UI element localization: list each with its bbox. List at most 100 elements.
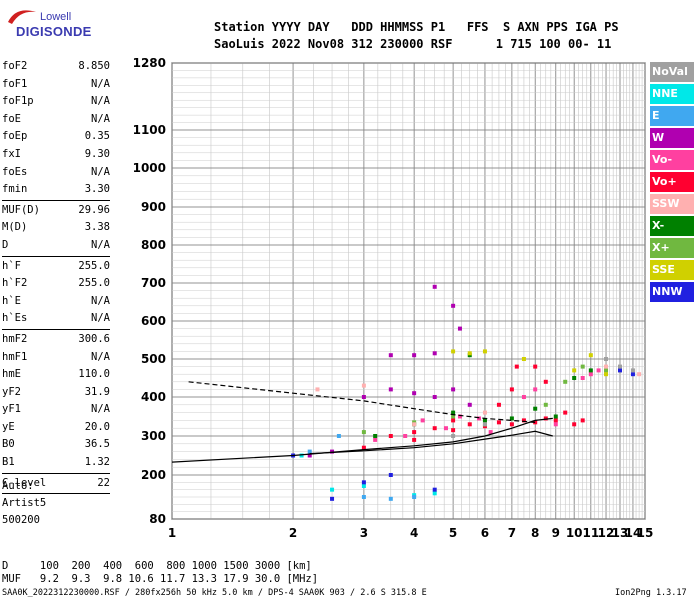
param-value: N/A xyxy=(91,312,110,325)
scatter-point xyxy=(543,402,548,407)
param-value: 20.0 xyxy=(84,420,110,433)
scatter-point xyxy=(388,496,393,501)
x-tick-label: 5 xyxy=(449,526,457,540)
scatter-point xyxy=(443,426,448,431)
scatter-point xyxy=(467,351,472,356)
scatter-point xyxy=(457,414,462,419)
param-value: N/A xyxy=(91,403,110,416)
scatter-point xyxy=(412,437,417,442)
param-separator xyxy=(2,255,110,257)
auto-artist: Artist5 xyxy=(2,497,47,509)
param-value: 0.35 xyxy=(84,130,110,143)
scatter-point xyxy=(588,353,593,358)
scatter-point xyxy=(496,420,501,425)
scatter-point xyxy=(388,387,393,392)
param-name: yE xyxy=(2,420,15,433)
x-tick-label: 14 xyxy=(625,526,642,540)
scatter-point xyxy=(533,364,538,369)
param-name: fmin xyxy=(2,183,28,196)
scatter-point xyxy=(618,368,623,373)
scatter-point xyxy=(482,418,487,423)
y-tick-label: 80 xyxy=(149,512,166,526)
scatter-point xyxy=(580,418,585,423)
parameter-table: foF2 8.850 foF1 N/A foF1p N/A foE N/A foEp 0.35 fx… xyxy=(2,58,110,495)
scatter-point xyxy=(580,376,585,380)
param-name: foE xyxy=(2,112,21,125)
scatter-point xyxy=(630,372,635,377)
scatter-point xyxy=(533,420,538,425)
scatter-point xyxy=(604,368,609,373)
scatter-point xyxy=(451,303,456,308)
param-row: foEs N/A xyxy=(2,164,110,182)
logo-product: DIGISONDE xyxy=(16,24,92,39)
scatter-point xyxy=(412,353,417,358)
param-value: 36.5 xyxy=(84,438,110,451)
param-name: h`F2 xyxy=(2,277,28,290)
x-tick-label: 7 xyxy=(508,526,516,540)
scatter-point xyxy=(412,430,417,435)
scatter-point xyxy=(509,422,514,427)
scatter-point xyxy=(451,410,456,415)
legend-item: Vo+ xyxy=(650,172,694,192)
y-tick-label: 900 xyxy=(141,200,166,214)
scatter-point xyxy=(496,402,501,407)
footer-muf-line: MUF 9.2 9.3 9.8 10.6 11.7 13.3 17.9 30.0… xyxy=(2,573,319,585)
scatter-point xyxy=(563,379,568,384)
param-row: h`E N/A xyxy=(2,293,110,311)
param-row: yF1 N/A xyxy=(2,401,110,419)
param-name: hmF2 xyxy=(2,332,28,345)
param-name: h`E xyxy=(2,294,21,307)
scatter-point xyxy=(572,376,577,380)
trace-line xyxy=(309,430,553,455)
x-tick-label: 2 xyxy=(289,526,297,540)
y-tick-label: 1000 xyxy=(133,161,166,175)
scatter-point xyxy=(543,379,548,384)
scatter-point xyxy=(572,422,577,427)
param-name: hmE xyxy=(2,368,21,381)
scatter-point xyxy=(330,487,335,492)
param-row: foF1 N/A xyxy=(2,76,110,94)
param-row: foF1p N/A xyxy=(2,93,110,111)
legend-item: SSW xyxy=(650,194,694,214)
trace-line xyxy=(188,381,536,423)
scatter-point xyxy=(543,416,548,421)
scatter-point xyxy=(432,395,437,399)
scatter-point xyxy=(580,364,585,369)
x-tick-label: 12 xyxy=(598,526,615,540)
param-row: hmF2 300.6 xyxy=(2,331,110,349)
param-row: foE N/A xyxy=(2,111,110,129)
digisonde-logo: Lowell DIGISONDE xyxy=(2,4,92,44)
param-value: 31.9 xyxy=(84,385,110,398)
scatter-point xyxy=(488,430,493,435)
scatter-point xyxy=(361,495,366,499)
scatter-point xyxy=(482,422,487,427)
scatter-point xyxy=(451,387,456,392)
scatter-point xyxy=(432,284,437,289)
scatter-point xyxy=(451,434,456,438)
scatter-point xyxy=(361,430,366,435)
param-name: h`Es xyxy=(2,312,28,325)
legend-item: NNW xyxy=(650,282,694,302)
scatter-point xyxy=(509,416,514,421)
param-name: M(D) xyxy=(2,221,28,234)
x-tick-label: 9 xyxy=(552,526,560,540)
scatter-point xyxy=(533,406,538,411)
logo-brand: Lowell xyxy=(40,11,72,23)
x-tick-label: 1 xyxy=(168,526,176,540)
scatter-point xyxy=(451,428,456,433)
param-row: M(D) 3.38 xyxy=(2,219,110,237)
auto-label: Auto: xyxy=(2,480,34,492)
scatter-point xyxy=(361,480,366,485)
scatter-point xyxy=(451,414,456,419)
scatter-point xyxy=(361,445,366,450)
legend-item: W xyxy=(650,128,694,148)
scatter-point xyxy=(451,418,456,423)
scatter-point xyxy=(315,387,320,392)
legend-item: X- xyxy=(650,216,694,236)
param-row: C-level 22 xyxy=(2,475,110,493)
legend-item: SSE xyxy=(650,260,694,280)
scatter-point xyxy=(432,487,437,492)
legend-item: Vo- xyxy=(650,150,694,170)
scatter-point xyxy=(572,368,577,373)
